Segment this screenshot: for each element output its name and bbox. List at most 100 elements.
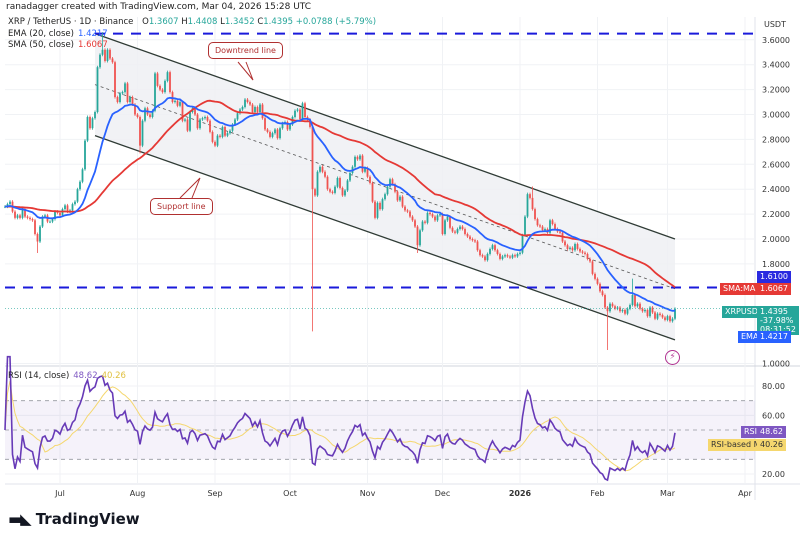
candle-body — [416, 226, 419, 246]
candle-body — [326, 176, 329, 190]
candle-body — [196, 114, 199, 129]
candle-body — [311, 126, 314, 190]
candle-body — [209, 120, 211, 132]
candle-body — [136, 114, 139, 117]
candle-body — [484, 256, 486, 261]
tv-logo-icon: ▬◣ — [8, 510, 32, 528]
candle-body — [76, 189, 79, 202]
candle-body — [104, 49, 106, 61]
candle-body — [6, 204, 9, 207]
time-axis-label: Dec — [435, 489, 450, 498]
candle-body — [504, 255, 506, 257]
support-line-annotation[interactable]: Support line — [150, 198, 213, 215]
downtrend-annotation-pointer — [237, 61, 254, 81]
candle-body — [539, 225, 541, 227]
candle-body — [259, 104, 261, 113]
ema-legend[interactable]: EMA (20, close) 1.4217 — [8, 29, 108, 39]
candle-body — [219, 135, 221, 137]
candle-body — [629, 304, 631, 309]
candle-body — [336, 177, 339, 187]
candle-body — [634, 295, 636, 307]
candle-body — [414, 220, 416, 227]
candle-body — [64, 205, 66, 210]
candle-body — [666, 316, 669, 320]
candle-body — [216, 135, 219, 146]
candle-body — [534, 209, 536, 220]
rsi-legend[interactable]: RSI (14, close) 48.62 40.26 — [8, 371, 126, 381]
price-axis-label: 3.6000 — [762, 36, 790, 45]
tradingview-logo[interactable]: ▬◣ TradingView — [8, 510, 140, 528]
time-axis-label: Aug — [130, 489, 146, 498]
sma-legend[interactable]: SMA (50, close) 1.6067 — [8, 40, 108, 50]
candle-body — [591, 261, 594, 274]
candle-body — [66, 205, 69, 212]
ohlc-low-label: L — [220, 17, 225, 27]
candle-body — [446, 216, 449, 221]
rsi-legend-value: 48.62 — [73, 371, 98, 381]
candle-body — [119, 93, 121, 103]
candle-body — [394, 184, 396, 192]
candle-body — [241, 107, 244, 110]
candle-body — [89, 116, 91, 129]
candle-body — [339, 177, 341, 188]
candle-body — [329, 189, 331, 192]
candle-body — [246, 99, 249, 103]
candle-body — [101, 49, 104, 55]
time-axis-label: Nov — [360, 489, 376, 498]
ohlc-open: 1.3607 — [148, 17, 179, 27]
ema-20-line — [4, 96, 676, 312]
candle-body — [14, 211, 16, 218]
candle-body — [536, 219, 539, 226]
candle-body — [614, 306, 616, 309]
candle-body — [166, 72, 169, 81]
channel-midline — [94, 84, 676, 290]
candle-body — [214, 141, 216, 146]
support-annotation-pointer — [179, 177, 201, 199]
candle-body — [576, 243, 579, 249]
candle-body — [314, 189, 316, 196]
candle-body — [74, 201, 76, 205]
candle-body — [459, 226, 461, 230]
lightning-icon[interactable]: ⚡ — [665, 350, 680, 365]
currency-label: USDT — [764, 20, 786, 29]
candle-body — [356, 156, 359, 160]
candle-body — [376, 202, 379, 218]
candle-body — [656, 313, 659, 319]
candle-body — [106, 49, 109, 61]
candle-body — [126, 83, 129, 103]
time-axis-label: Mar — [660, 489, 676, 498]
candle-body — [571, 247, 574, 251]
candle-body — [224, 126, 226, 136]
candle-body — [404, 206, 406, 211]
candle-body — [274, 129, 276, 134]
candle-body — [319, 166, 321, 172]
candle-body — [654, 312, 656, 319]
rsi-axis-label: 20.00 — [762, 470, 785, 479]
candle-body — [461, 226, 464, 230]
candle-body — [159, 85, 161, 90]
candle-body — [401, 196, 404, 207]
rsi-axis-label: 80.00 — [762, 382, 785, 391]
candle-body — [549, 220, 551, 233]
last-change: -37.98% — [760, 316, 794, 325]
candle-body — [139, 116, 141, 146]
candle-body — [71, 204, 74, 211]
symbol-name[interactable]: XRP / TetherUS · 1D · Binance — [8, 17, 134, 27]
time-axis-label: Sep — [207, 489, 222, 498]
candle-body — [341, 187, 344, 196]
ema-legend-value: 1.4217 — [77, 29, 108, 39]
candle-body — [16, 215, 19, 218]
candle-body — [54, 211, 56, 220]
candle-body — [179, 102, 181, 106]
candle-body — [181, 102, 184, 121]
candle-body — [304, 103, 306, 117]
candle-body — [439, 214, 441, 216]
downtrend-line-annotation[interactable]: Downtrend line — [208, 42, 283, 59]
price-axis-label: 1.0000 — [762, 360, 790, 369]
candle-body — [346, 180, 349, 191]
candle-body — [309, 119, 311, 127]
price-axis-label: 2.0000 — [762, 235, 790, 244]
candle-body — [599, 283, 601, 292]
